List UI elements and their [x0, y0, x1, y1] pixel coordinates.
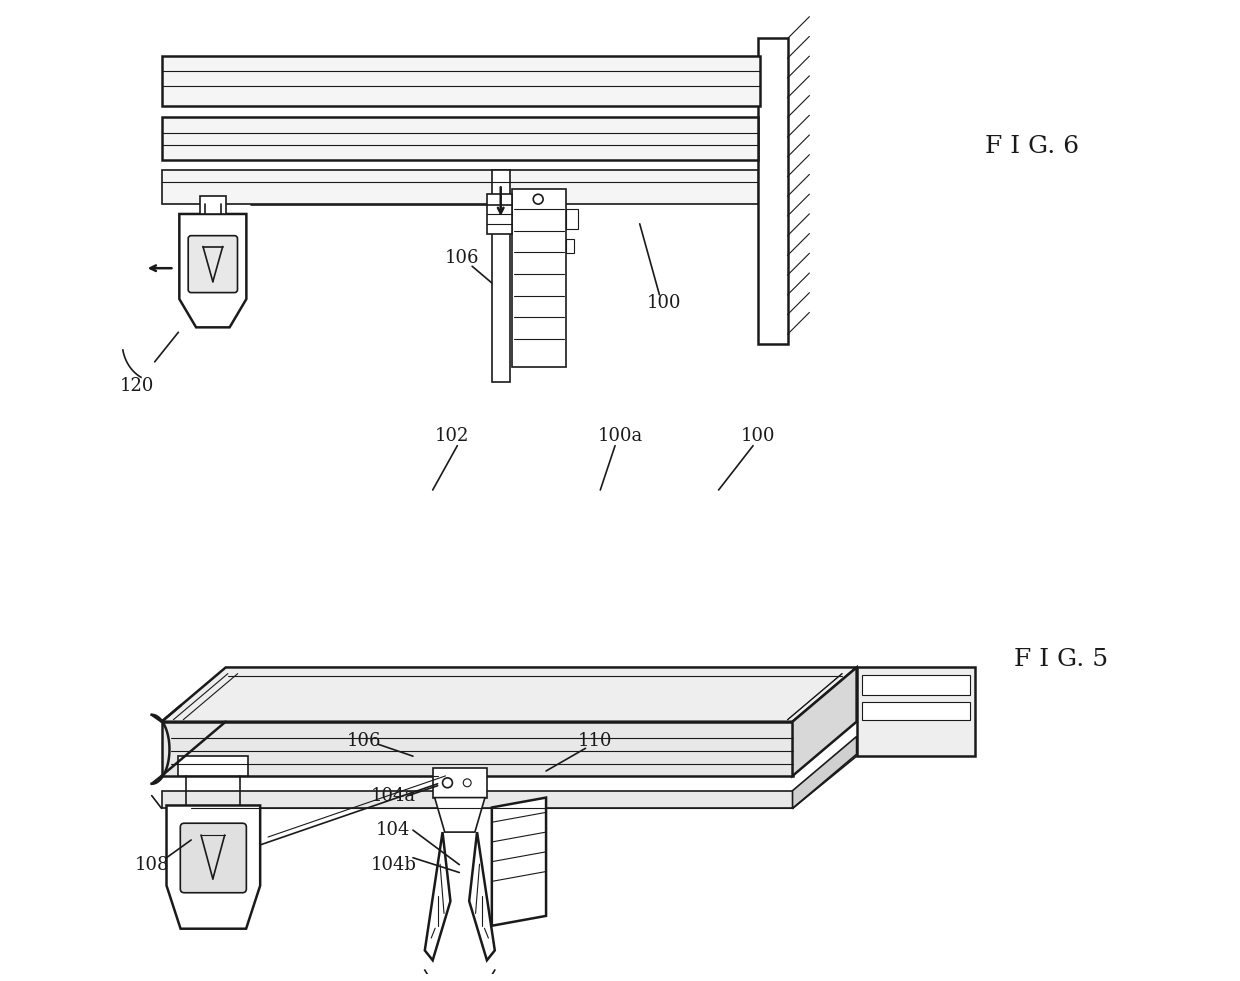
Bar — [862, 675, 970, 696]
Text: 104b: 104b — [371, 855, 417, 874]
Bar — [492, 170, 510, 382]
Text: 108: 108 — [134, 855, 169, 874]
Polygon shape — [161, 791, 792, 808]
Text: 100: 100 — [740, 427, 775, 444]
Text: F I G. 6: F I G. 6 — [985, 135, 1079, 158]
Polygon shape — [469, 832, 495, 960]
Bar — [161, 56, 760, 106]
Polygon shape — [792, 667, 857, 776]
Bar — [433, 768, 487, 798]
FancyBboxPatch shape — [180, 823, 247, 893]
Text: 100: 100 — [647, 293, 682, 312]
Bar — [179, 756, 248, 776]
Text: 100a: 100a — [598, 427, 642, 444]
Text: 120: 120 — [120, 378, 154, 395]
Text: 104a: 104a — [371, 787, 415, 804]
Bar — [161, 170, 758, 204]
Polygon shape — [792, 737, 857, 808]
Text: F I G. 5: F I G. 5 — [1014, 647, 1109, 671]
Bar — [758, 38, 787, 344]
Bar — [487, 194, 512, 233]
Text: 104: 104 — [376, 821, 410, 839]
Polygon shape — [435, 798, 485, 832]
Bar — [862, 702, 970, 720]
Text: 102: 102 — [435, 427, 470, 444]
Bar — [565, 238, 574, 253]
Text: 106: 106 — [445, 249, 480, 268]
FancyBboxPatch shape — [188, 235, 238, 292]
Polygon shape — [425, 832, 450, 960]
Polygon shape — [492, 798, 546, 926]
Polygon shape — [161, 667, 857, 722]
Polygon shape — [166, 805, 260, 929]
Text: 106: 106 — [346, 733, 381, 750]
Bar — [200, 196, 226, 214]
Bar — [161, 118, 758, 160]
Polygon shape — [161, 722, 792, 776]
Polygon shape — [180, 214, 247, 328]
Polygon shape — [857, 667, 975, 756]
Text: 110: 110 — [578, 733, 613, 750]
Bar — [565, 209, 578, 229]
Bar — [512, 189, 565, 367]
